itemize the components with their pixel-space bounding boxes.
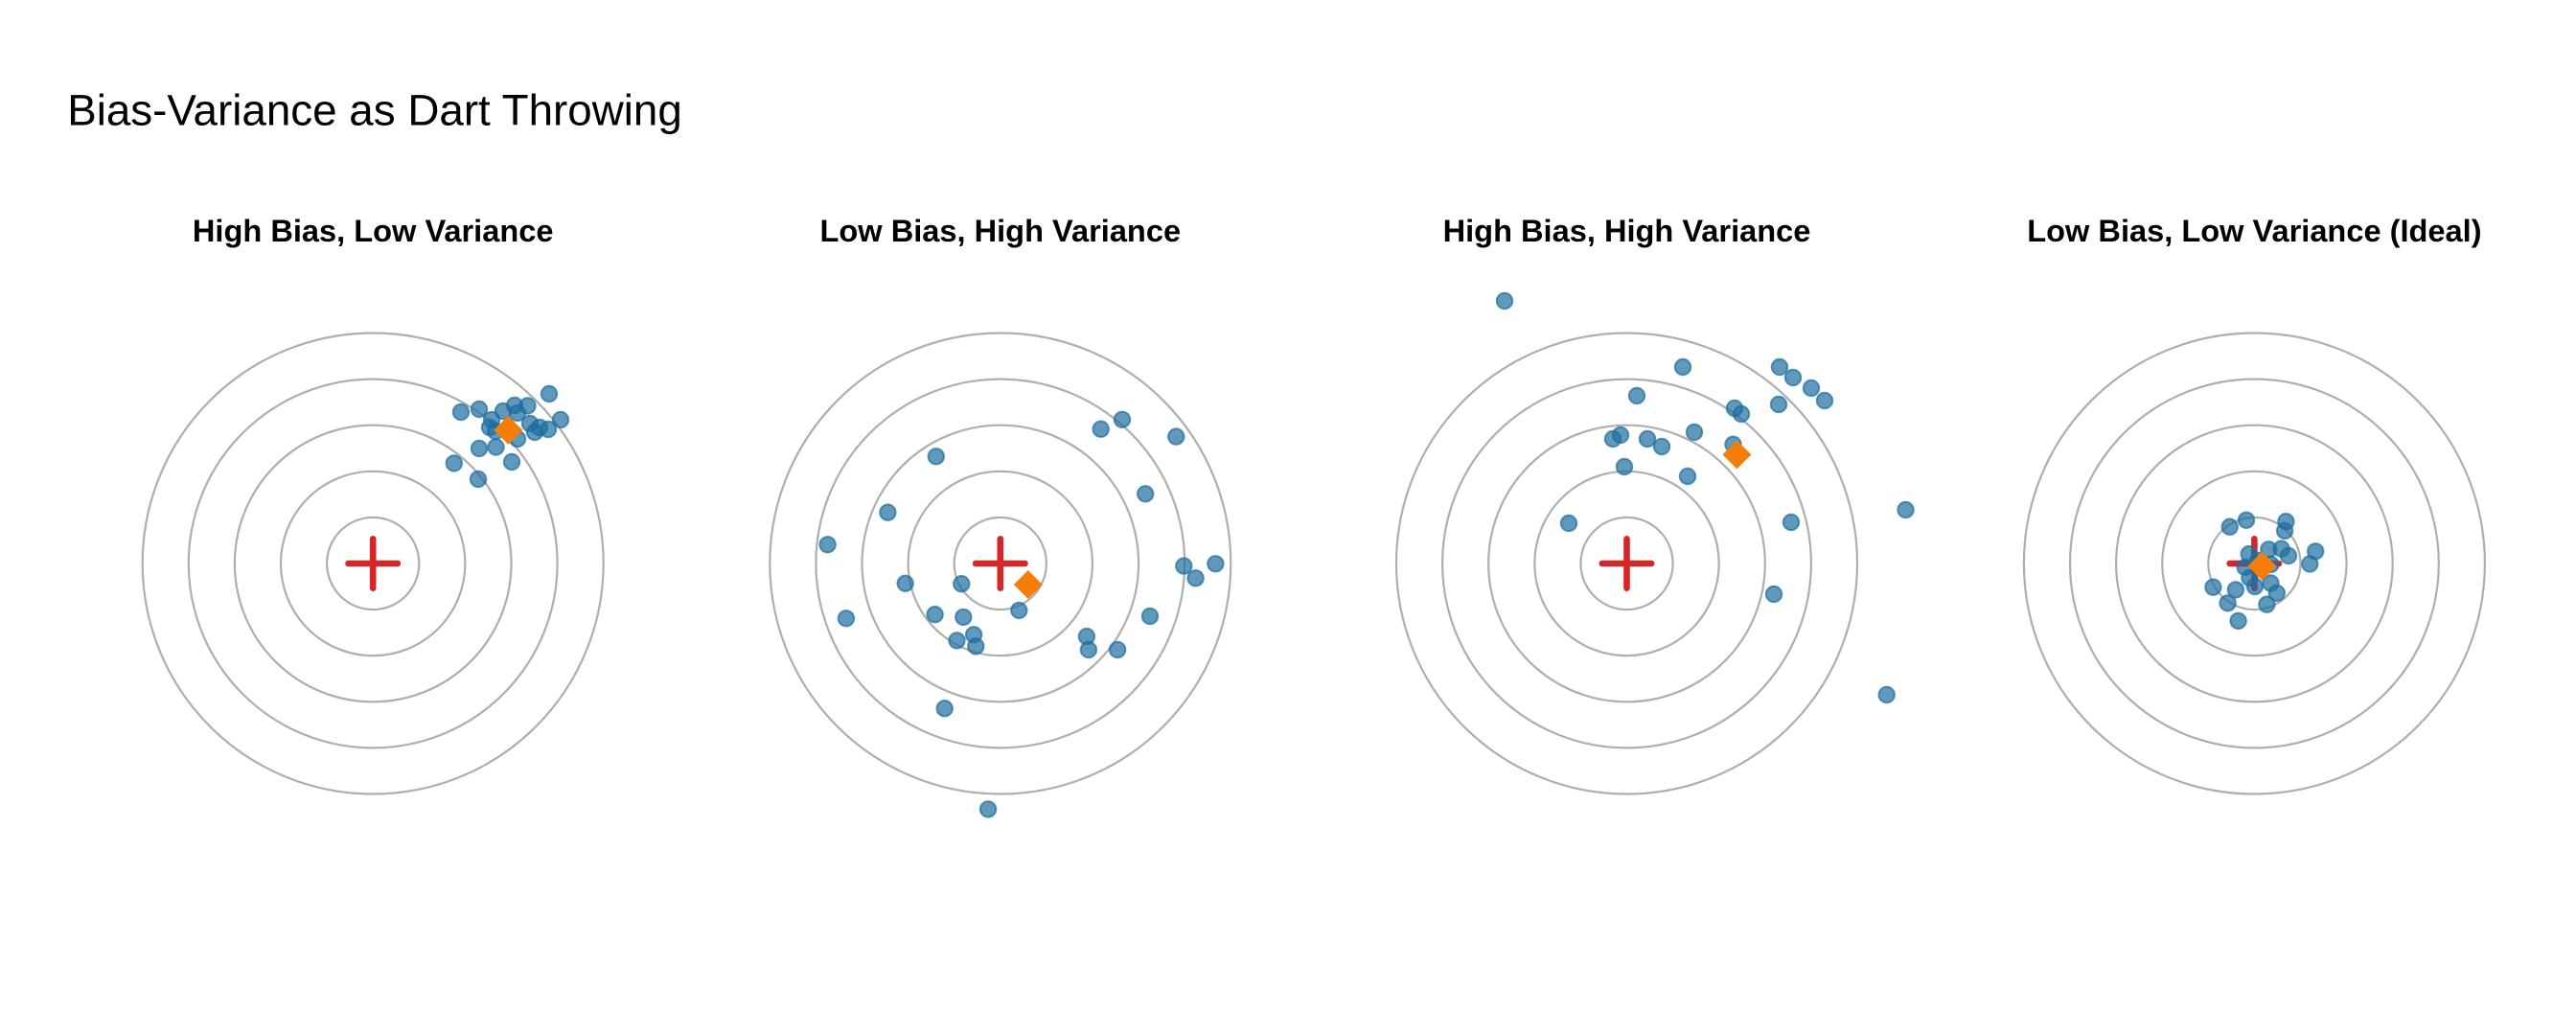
svg-text:Bias-Variance as Dart Throwing: Bias-Variance as Dart Throwing xyxy=(67,86,682,135)
svg-text:Low Bias, High Variance: Low Bias, High Variance xyxy=(820,213,1182,248)
svg-text:High Bias, Low Variance: High Bias, Low Variance xyxy=(193,213,554,248)
svg-text:High Bias, High Variance: High Bias, High Variance xyxy=(1443,213,1811,248)
svg-text:Low Bias, Low Variance (Ideal): Low Bias, Low Variance (Ideal) xyxy=(2027,213,2481,248)
